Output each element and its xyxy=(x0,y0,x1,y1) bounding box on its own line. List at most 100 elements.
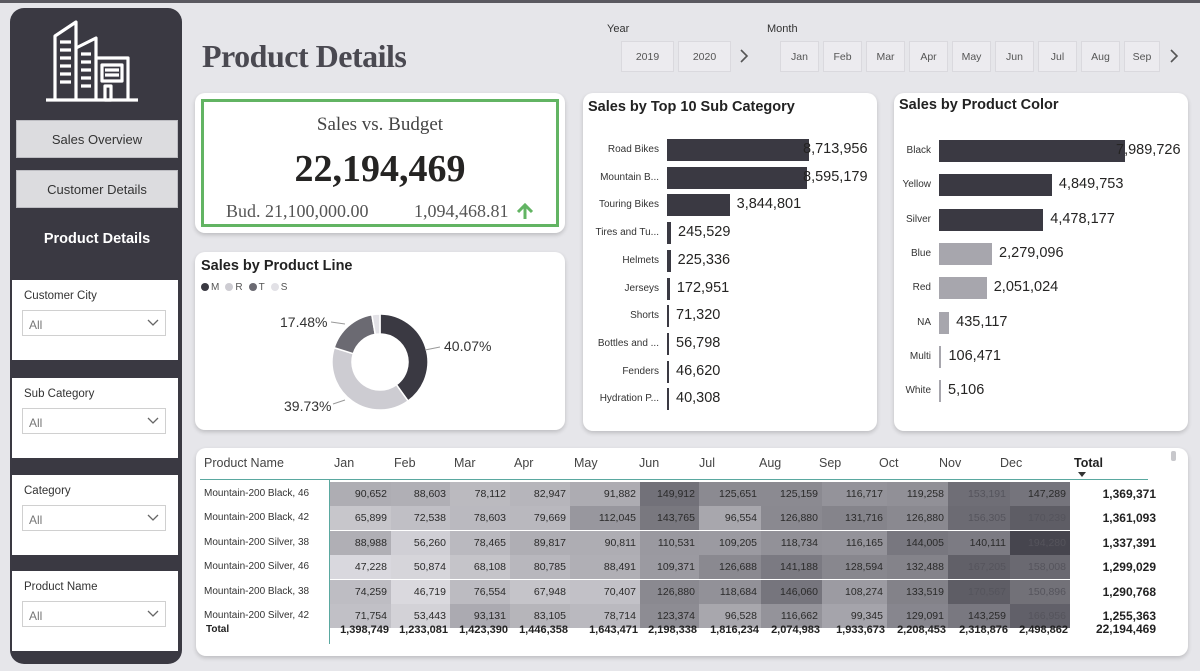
bar[interactable] xyxy=(939,242,993,265)
year-tile[interactable]: 2020 xyxy=(678,41,731,72)
matrix-cell[interactable]: 128,594 xyxy=(822,555,887,580)
matrix-cell[interactable]: 143,765 xyxy=(640,506,699,531)
matrix-cell[interactable]: 125,651 xyxy=(699,482,761,506)
matrix-cell[interactable]: 91,882 xyxy=(570,482,640,506)
column-header[interactable]: Feb xyxy=(394,456,416,470)
column-header[interactable]: Dec xyxy=(1000,456,1023,470)
bar[interactable] xyxy=(667,332,669,355)
matrix-cell[interactable]: 126,880 xyxy=(640,579,699,604)
matrix-cell[interactable]: 125,159 xyxy=(761,482,822,506)
bar[interactable] xyxy=(667,388,669,411)
matrix-cell[interactable]: 118,734 xyxy=(761,530,822,555)
matrix-cell[interactable]: 144,005 xyxy=(887,530,948,555)
matrix-cell[interactable]: 88,988 xyxy=(330,530,391,555)
column-header[interactable]: Apr xyxy=(514,456,534,470)
product-name-dropdown[interactable]: All xyxy=(22,601,166,627)
bar[interactable] xyxy=(667,360,669,383)
matrix-cell[interactable]: 140,111 xyxy=(948,530,1010,555)
bar[interactable] xyxy=(667,305,669,328)
sub-category-dropdown[interactable]: All xyxy=(22,408,166,434)
month-tile[interactable]: Sep xyxy=(1124,41,1160,72)
matrix-cell[interactable]: 170,567 xyxy=(948,579,1010,604)
matrix-cell[interactable]: 46,719 xyxy=(391,579,450,604)
column-header[interactable]: Product Name xyxy=(204,456,284,470)
matrix-cell[interactable]: 90,811 xyxy=(570,530,640,555)
matrix-cell[interactable]: 76,554 xyxy=(450,579,510,604)
matrix-cell[interactable]: 90,652 xyxy=(330,482,391,506)
matrix-cell[interactable]: 153,191 xyxy=(948,482,1010,506)
nav-customer-details-button[interactable]: Customer Details xyxy=(16,170,178,208)
row-product-name[interactable]: Mountain-200 Black, 38 xyxy=(204,585,310,597)
chevron-right-icon[interactable] xyxy=(1168,48,1180,64)
bar[interactable] xyxy=(667,249,671,272)
matrix-cell[interactable]: 167,205 xyxy=(948,555,1010,580)
customer-city-dropdown[interactable]: All xyxy=(22,310,166,336)
bar[interactable] xyxy=(939,277,987,300)
matrix-cell[interactable]: 67,948 xyxy=(510,579,570,604)
matrix-cell[interactable]: 133,519 xyxy=(887,579,948,604)
category-dropdown[interactable]: All xyxy=(22,505,166,531)
matrix-cell[interactable]: 74,259 xyxy=(330,579,391,604)
matrix-cell[interactable]: 116,717 xyxy=(822,482,887,506)
matrix-cell[interactable]: 78,465 xyxy=(450,530,510,555)
matrix-cell[interactable]: 126,688 xyxy=(699,555,761,580)
column-header[interactable]: Aug xyxy=(759,456,782,470)
matrix-cell[interactable]: 109,205 xyxy=(699,530,761,555)
matrix-cell[interactable]: 93,131 xyxy=(450,604,510,628)
matrix-cell[interactable]: 126,880 xyxy=(761,506,822,531)
matrix-cell[interactable]: 166,956 xyxy=(1010,604,1070,628)
bar[interactable] xyxy=(939,174,1052,197)
matrix-cell[interactable]: 96,528 xyxy=(699,604,761,628)
matrix-cell[interactable]: 129,091 xyxy=(887,604,948,628)
donut-slice-s[interactable] xyxy=(370,313,381,336)
month-tile[interactable]: Jun xyxy=(995,41,1034,72)
matrix-cell[interactable]: 70,407 xyxy=(570,579,640,604)
bar[interactable] xyxy=(667,222,671,245)
bar[interactable] xyxy=(939,208,1044,231)
donut-slice-t[interactable] xyxy=(333,313,377,355)
donut-slice-m[interactable] xyxy=(379,313,429,403)
column-header[interactable]: Total xyxy=(1074,456,1103,470)
column-header[interactable]: Sep xyxy=(819,456,842,470)
matrix-cell[interactable]: 88,603 xyxy=(391,482,450,506)
matrix-cell[interactable]: 141,188 xyxy=(761,555,822,580)
matrix-cell[interactable]: 79,669 xyxy=(510,506,570,531)
matrix-cell[interactable]: 72,538 xyxy=(391,506,450,531)
chevron-right-icon[interactable] xyxy=(738,48,750,64)
matrix-cell[interactable]: 119,258 xyxy=(887,482,948,506)
matrix-cell[interactable]: 80,785 xyxy=(510,555,570,580)
matrix-cell[interactable]: 116,662 xyxy=(761,604,822,628)
matrix-cell[interactable]: 71,754 xyxy=(330,604,391,628)
matrix-cell[interactable]: 88,491 xyxy=(570,555,640,580)
matrix-cell[interactable]: 143,259 xyxy=(948,604,1010,628)
bar[interactable] xyxy=(939,140,1125,162)
month-tile[interactable]: Aug xyxy=(1081,41,1120,72)
matrix-cell[interactable]: 68,108 xyxy=(450,555,510,580)
matrix-cell[interactable]: 170,239 xyxy=(1010,506,1070,531)
column-header[interactable]: Nov xyxy=(939,456,962,470)
donut-slice-r[interactable] xyxy=(331,346,410,411)
bar[interactable] xyxy=(667,277,670,300)
bar[interactable] xyxy=(667,194,730,217)
month-tile[interactable]: Mar xyxy=(866,41,905,72)
matrix-cell[interactable]: 56,260 xyxy=(391,530,450,555)
column-header[interactable]: Jun xyxy=(639,456,660,470)
matrix-cell[interactable]: 50,874 xyxy=(391,555,450,580)
matrix-cell[interactable]: 109,371 xyxy=(640,555,699,580)
matrix-cell[interactable]: 131,716 xyxy=(822,506,887,531)
matrix-cell[interactable]: 78,112 xyxy=(450,482,510,506)
column-header[interactable]: Jul xyxy=(699,456,715,470)
matrix-cell[interactable]: 110,531 xyxy=(640,530,699,555)
matrix-cell[interactable]: 112,045 xyxy=(570,506,640,531)
matrix-cell[interactable]: 147,289 xyxy=(1010,482,1070,506)
bar[interactable] xyxy=(939,311,950,334)
matrix-cell[interactable]: 118,684 xyxy=(699,579,761,604)
year-tile[interactable]: 2019 xyxy=(621,41,674,72)
matrix-cell[interactable]: 82,947 xyxy=(510,482,570,506)
nav-product-details-button[interactable]: Product Details xyxy=(43,231,151,247)
month-tile[interactable]: Jul xyxy=(1038,41,1077,72)
bar[interactable] xyxy=(667,166,808,189)
matrix-cell[interactable]: 89,817 xyxy=(510,530,570,555)
month-tile[interactable]: Feb xyxy=(823,41,862,72)
matrix-cell[interactable]: 53,443 xyxy=(391,604,450,628)
